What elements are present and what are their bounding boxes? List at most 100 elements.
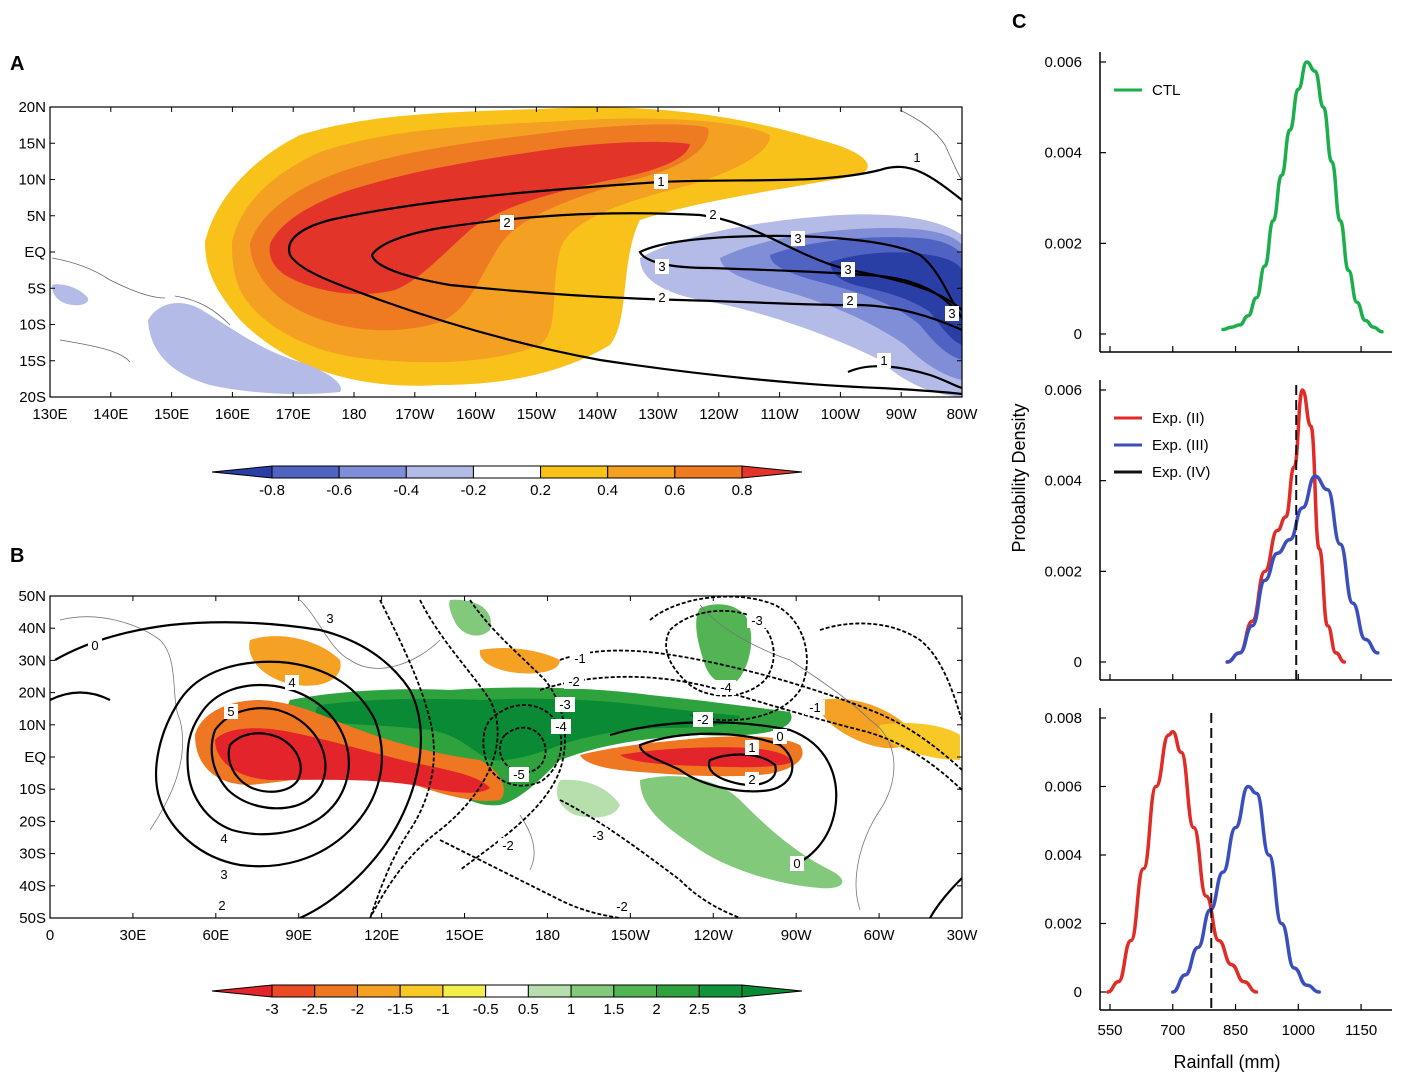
contour-label-bg [215, 898, 229, 913]
panel-a-colorbar: -0.8 -0.6 -0.4 -0.2 0.2 0.4 0.6 0.8 [211, 465, 803, 499]
lon-tick-label: 60E [202, 927, 229, 944]
contour-label-bg [791, 231, 805, 246]
panel-c-letter: C [1012, 11, 1026, 33]
panel-a-letter: A [10, 53, 24, 75]
colorbar-box [271, 465, 340, 479]
colorbar-box [314, 984, 358, 998]
colorbar-box [485, 984, 529, 998]
colorbar-end-high [741, 465, 803, 479]
anomaly-negative-west [148, 302, 341, 394]
contour-label: 2 [709, 207, 716, 222]
contour-label: -2 [697, 712, 709, 727]
contours-b-positive [50, 621, 962, 918]
lon-tick-label: 120E [364, 927, 399, 944]
panel-b-axes: 0 30E 60E 90E 120E 15OE 180 150W 120W 90W 60W 30W50… [18, 588, 978, 944]
contour-label-bg [945, 306, 959, 321]
contour-label: -3 [559, 697, 571, 712]
contour-label: 4 [288, 675, 295, 690]
lat-tick-label: 10S [19, 781, 46, 798]
c-y-tick-label: 0.008 [1044, 710, 1082, 727]
colorbar-tick-label: 3 [738, 1001, 746, 1018]
series-line-expiii [1171, 784, 1321, 994]
colorbar-tick-label: -0.8 [259, 482, 285, 499]
lat-tick-label: 20N [18, 685, 46, 702]
lon-tick-label: 180 [535, 927, 560, 944]
lat-tick-label: 20S [19, 389, 46, 406]
colorbar-tick-label: -1 [436, 1001, 449, 1018]
contour-label: 2 [218, 898, 225, 913]
contour-label-bg [745, 772, 759, 787]
c-x-tick-label: 1000 [1282, 1022, 1315, 1039]
lat-tick-label: 20S [19, 813, 46, 830]
lon-tick-label: 90W [781, 927, 813, 944]
contour-label-bg [500, 215, 514, 230]
contour-label: 0 [776, 729, 783, 744]
lon-tick-label: 120W [699, 406, 739, 423]
lat-tick-label: 20N [18, 99, 46, 116]
contour-label-bg [773, 729, 787, 744]
contour-label-bg [747, 613, 767, 628]
panel-a-axes: 130E 140E 150E 160E 170E 180 170W 160W 150W 140W 1… [18, 99, 978, 423]
lat-tick-label: 10N [18, 717, 46, 734]
panel-b-letter: B [10, 545, 24, 567]
panel-a-contour-labels: 1 1 2 2 3 3 3 3 2 2 1 [500, 150, 959, 368]
colorbar-tick-label: -0.6 [326, 482, 352, 499]
contour-label-bg [877, 353, 891, 368]
panel-b-map [50, 596, 962, 918]
colorbar-tick-label: 0.5 [518, 1001, 539, 1018]
contour-label: 3 [844, 262, 851, 277]
c-y-tick-label: 0 [1074, 326, 1082, 343]
colorbar-tick-label: -0.5 [473, 1001, 499, 1018]
lon-tick-label: 150E [154, 406, 189, 423]
colorbar-end-low [211, 984, 273, 998]
rain-negative-core-west [215, 728, 490, 793]
legend-label: Exp. (II) [1152, 410, 1205, 427]
contour-label: -3 [592, 828, 604, 843]
colorbar-tick-label: 0.2 [530, 482, 551, 499]
lat-tick-label: 10N [18, 172, 46, 189]
lon-tick-label: 90E [285, 927, 312, 944]
lon-tick-label: 120W [694, 927, 734, 944]
contour-label: -2 [502, 838, 514, 853]
lon-tick-label: 0 [46, 927, 54, 944]
c-y-tick-label: 0.006 [1044, 779, 1082, 796]
contour-label-bg [655, 259, 669, 274]
panel-c-plots: 0 0.002 0.004 0.006 CTL 0 0.002 0.004 0.006 Exp. … [1044, 52, 1392, 1039]
contour-label-bg [805, 700, 825, 715]
colorbar-tick-label: 0.6 [664, 482, 685, 499]
colorbar-tick-label: -0.2 [460, 482, 486, 499]
contour-label-bg [588, 828, 608, 843]
contour-label: 2 [658, 290, 665, 305]
colorbar-box [570, 984, 615, 998]
colorbar-box [674, 465, 743, 479]
lon-tick-label: 30W [947, 927, 979, 944]
contour-label-bg [716, 680, 736, 695]
lon-tick-label: 150W [611, 927, 651, 944]
lat-tick-label: EQ [24, 244, 46, 261]
contour-label: -2 [616, 899, 628, 914]
colorbar-tick-label: 1.5 [603, 1001, 624, 1018]
contour-label: -1 [809, 700, 821, 715]
lon-tick-label: 130W [638, 406, 678, 423]
rain-positive-core [315, 698, 740, 761]
panel-c-xlabel: Rainfall (mm) [1173, 1052, 1280, 1072]
colorbar-box [656, 984, 700, 998]
contour-label-bg [843, 293, 857, 308]
contour-label: 3 [326, 611, 333, 626]
colorbar-box [271, 984, 316, 998]
rain-positive-small [556, 779, 620, 818]
legend-label: Exp. (III) [1152, 437, 1209, 454]
lat-tick-label: 15S [19, 353, 46, 370]
colorbar-tick-label: -2.5 [302, 1001, 328, 1018]
contour-label: 1 [657, 174, 664, 189]
colorbar-end-low [211, 465, 273, 479]
colorbar-tick-label: -2 [351, 1001, 364, 1018]
lat-tick-label: 50N [18, 588, 46, 605]
contour-label-bg [693, 712, 713, 727]
lon-tick-label: 160E [215, 406, 250, 423]
lon-tick-label: 100W [821, 406, 861, 423]
contour-label-bg [570, 651, 590, 666]
contour-label: 0 [91, 638, 98, 653]
contour-label: -3 [751, 613, 763, 628]
contour-label: 5 [227, 704, 234, 719]
